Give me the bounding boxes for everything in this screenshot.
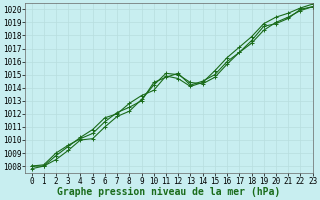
X-axis label: Graphe pression niveau de la mer (hPa): Graphe pression niveau de la mer (hPa) (57, 187, 281, 197)
